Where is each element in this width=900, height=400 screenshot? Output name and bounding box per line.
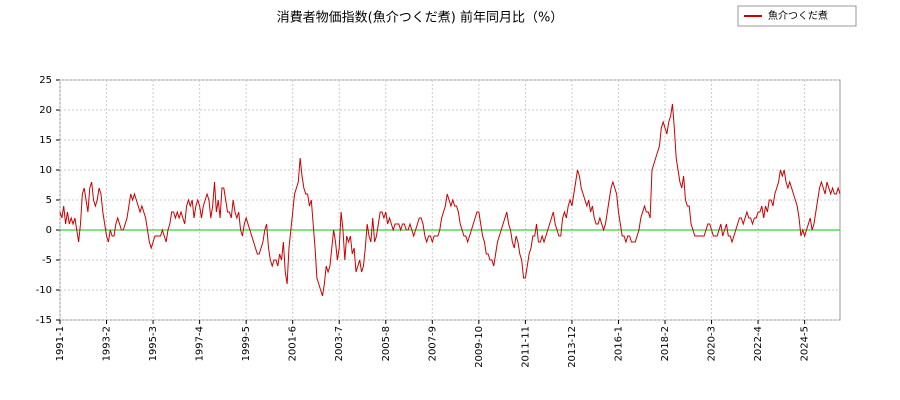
data-line <box>59 103 841 297</box>
x-tick-label: 1995-3 <box>148 326 159 361</box>
x-tick-label: 2009-10 <box>474 326 485 368</box>
legend-label: 魚介つくだ煮 <box>768 9 828 22</box>
y-tick-label: 20 <box>39 105 52 116</box>
y-tick-label: 15 <box>39 135 52 146</box>
x-tick-label: 2007-9 <box>427 326 438 361</box>
y-tick-label: -5 <box>42 255 52 266</box>
x-tick-label: 2024-5 <box>800 326 811 361</box>
x-tick-label: 1991-1 <box>55 326 66 361</box>
y-tick-label: 10 <box>39 165 52 176</box>
chart-title: 消費者物価指数(魚介つくだ煮) 前年同月比（%） <box>277 10 564 26</box>
x-tick-label: 2022-4 <box>753 326 764 361</box>
y-tick-label: 0 <box>46 225 52 236</box>
y-tick-label: 5 <box>46 195 52 206</box>
y-tick-label: -15 <box>36 315 52 326</box>
y-tick-label: -10 <box>36 285 52 296</box>
x-tick-label: 2011-11 <box>520 326 531 368</box>
legend-box <box>737 5 857 27</box>
y-tick-label: 25 <box>39 75 52 86</box>
x-tick-label: 2016-1 <box>613 326 624 361</box>
x-tick-label: 1999-5 <box>241 326 252 361</box>
x-tick-label: 1993-2 <box>102 326 113 361</box>
x-tick-label: 2018-2 <box>660 326 671 361</box>
x-tick-label: 2003-7 <box>334 326 345 361</box>
x-tick-label: 2020-3 <box>707 326 718 361</box>
x-tick-label: 2001-6 <box>288 326 299 361</box>
x-tick-label: 1997-4 <box>195 326 206 361</box>
x-tick-label: 2005-8 <box>381 326 392 361</box>
x-tick-label: 2013-12 <box>567 326 578 368</box>
